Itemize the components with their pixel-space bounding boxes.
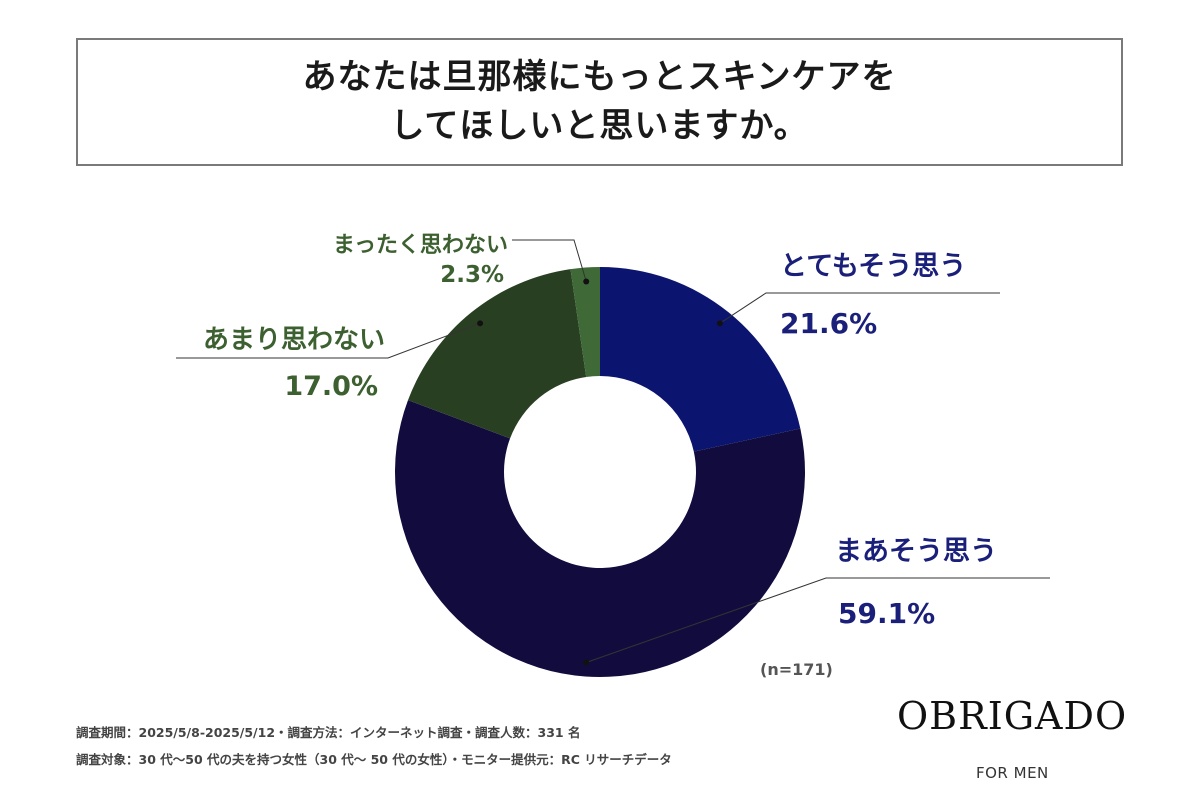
- donut-slices: [395, 267, 805, 677]
- slice-value-amari: 17.0%: [284, 371, 378, 402]
- footer-survey-info: 調査期間：2025/5/8-2025/5/12・調査方法：インターネット調査・調…: [76, 725, 581, 740]
- donut-slice-totemo: [600, 267, 801, 452]
- chart-title-line-2: してほしいと思いますか。: [390, 106, 809, 146]
- brand-logo: OBRIGADO: [897, 694, 1128, 738]
- donut-slice-amari: [408, 269, 587, 439]
- leader-dot-mattaku: [583, 278, 590, 285]
- title-box: あなたは旦那様にもっとスキンケアを してほしいと思いますか。: [76, 38, 1123, 166]
- leader-dot-amari: [477, 320, 484, 327]
- donut-slice-maa: [395, 400, 805, 677]
- slice-labels: とてもそう思う 21.6% まあそう思う 59.1% あまり思わない 17.0% まったく思…: [203, 233, 997, 630]
- brand-subtitle: FOR MEN: [976, 764, 1049, 782]
- slice-label-totemo: とてもそう思う: [780, 251, 966, 282]
- sample-size-note: (n=171): [760, 660, 833, 679]
- leader-line-totemo: [719, 292, 1000, 324]
- slice-value-maa: 59.1%: [838, 597, 935, 630]
- slice-value-totemo: 21.6%: [780, 307, 877, 340]
- slice-label-amari: あまり思わない: [203, 325, 385, 355]
- slice-value-mattaku: 2.3%: [440, 262, 504, 288]
- leader-line-maa: [586, 577, 1050, 663]
- donut-slice-mattaku: [570, 267, 600, 378]
- leader-line-amari: [176, 322, 481, 359]
- slice-label-mattaku: まったく思わない: [333, 233, 508, 258]
- leader-dot-totemo: [716, 320, 723, 327]
- leader-dot-maa: [583, 659, 590, 666]
- leader-lines: [176, 239, 1050, 666]
- chart-title-line-1: あなたは旦那様にもっとスキンケアを: [302, 56, 897, 97]
- leader-line-mattaku: [512, 239, 587, 282]
- footer-survey-target: 調査対象：30 代〜50 代の夫を持つ女性（30 代〜 50 代の女性）・モニタ…: [76, 752, 672, 767]
- slice-label-maa: まあそう思う: [835, 536, 997, 567]
